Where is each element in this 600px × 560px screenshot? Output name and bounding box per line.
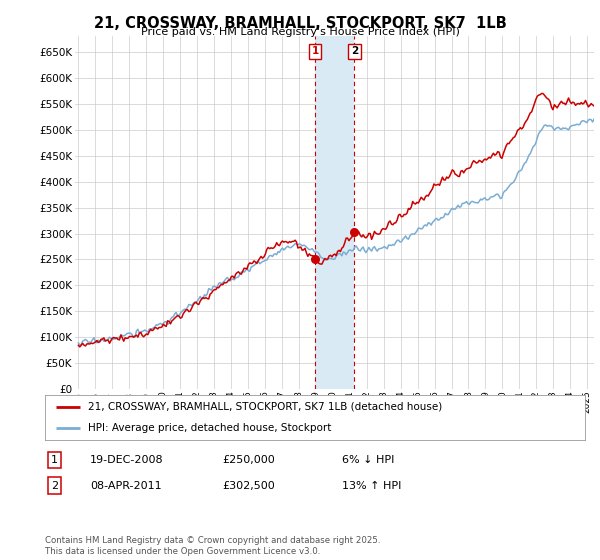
Text: 08-APR-2011: 08-APR-2011 <box>90 480 161 491</box>
Text: 21, CROSSWAY, BRAMHALL, STOCKPORT, SK7 1LB (detached house): 21, CROSSWAY, BRAMHALL, STOCKPORT, SK7 1… <box>88 402 442 412</box>
Text: £302,500: £302,500 <box>222 480 275 491</box>
Text: 21, CROSSWAY, BRAMHALL, STOCKPORT, SK7  1LB: 21, CROSSWAY, BRAMHALL, STOCKPORT, SK7 1… <box>94 16 506 31</box>
Text: 1: 1 <box>51 455 58 465</box>
Text: £250,000: £250,000 <box>222 455 275 465</box>
Text: HPI: Average price, detached house, Stockport: HPI: Average price, detached house, Stoc… <box>88 422 332 432</box>
Text: 6% ↓ HPI: 6% ↓ HPI <box>342 455 394 465</box>
Text: Price paid vs. HM Land Registry's House Price Index (HPI): Price paid vs. HM Land Registry's House … <box>140 27 460 37</box>
Text: 1: 1 <box>311 46 319 57</box>
Text: 13% ↑ HPI: 13% ↑ HPI <box>342 480 401 491</box>
Text: 19-DEC-2008: 19-DEC-2008 <box>90 455 164 465</box>
Text: 2: 2 <box>351 46 358 57</box>
Text: Contains HM Land Registry data © Crown copyright and database right 2025.
This d: Contains HM Land Registry data © Crown c… <box>45 536 380 556</box>
Text: 2: 2 <box>51 480 58 491</box>
Bar <box>315 36 355 389</box>
